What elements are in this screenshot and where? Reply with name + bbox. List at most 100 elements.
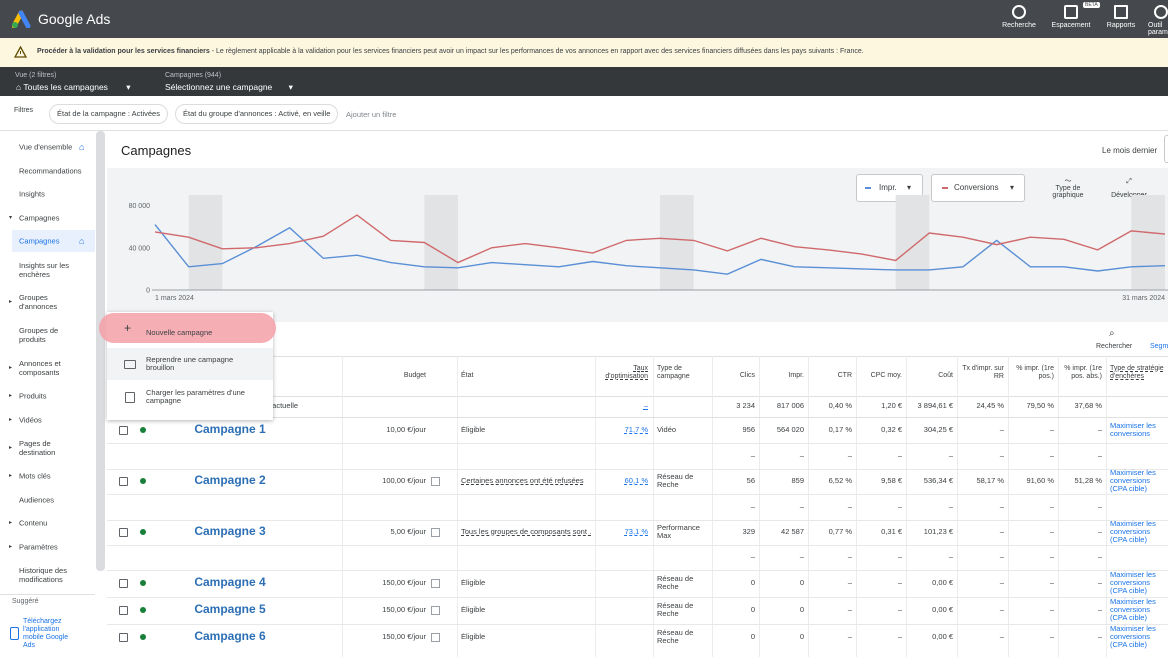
campaign-name[interactable]: Campagne 4 xyxy=(160,574,300,591)
cell: – xyxy=(1097,553,1102,561)
nav-item[interactable]: Groupes de produits xyxy=(19,326,59,344)
nav-item[interactable]: Pages de destination xyxy=(19,439,56,457)
search-label[interactable]: Rechercher xyxy=(1096,343,1133,350)
chart-type-label: Type de graphique xyxy=(1052,185,1084,199)
weekend-band xyxy=(1131,195,1165,290)
row-divider xyxy=(107,544,1168,546)
menu-item[interactable]: Reprendre une campagne brouillon xyxy=(146,355,234,372)
cell: – xyxy=(999,606,1004,614)
nav-item[interactable]: Audiences xyxy=(19,495,55,505)
cell: 0 xyxy=(750,579,755,587)
series-line xyxy=(154,224,1166,275)
campaign-name[interactable]: Campagne 2 xyxy=(160,472,300,489)
checkbox[interactable] xyxy=(119,633,128,642)
summary-label: vue actuelle xyxy=(258,401,299,410)
nav-item[interactable]: Historique des modifications xyxy=(19,566,67,584)
nav-item[interactable]: Vue d'ensemble xyxy=(19,142,73,152)
cell: 817 006 xyxy=(776,402,804,410)
app-link[interactable]: Téléchargez l'application mobile Google … xyxy=(23,618,69,649)
nav-item[interactable]: Vidéos xyxy=(19,415,42,425)
view-selector[interactable]: ⌂ Toutes les campagnes ▾ xyxy=(16,82,131,92)
cell: – xyxy=(1097,606,1102,614)
x-tick-label: 1 mars 2024 xyxy=(155,295,194,302)
chart-type[interactable]: 〜 Type de graphique xyxy=(1052,178,1084,199)
nav-item[interactable]: Recommandations xyxy=(19,166,82,176)
column-header[interactable]: Budget xyxy=(403,372,426,379)
y-tick-label: 80 000 xyxy=(129,203,151,210)
column-header[interactable]: Type de stratégie d'enchères xyxy=(1110,365,1164,380)
tool[interactable]: Rapports xyxy=(1106,22,1136,29)
cell: 71,7 % xyxy=(624,426,648,434)
campaign-name[interactable]: Campagne 6 xyxy=(160,628,300,645)
expand[interactable]: ⤢ Développer xyxy=(1111,178,1147,199)
checkbox[interactable] xyxy=(119,528,128,537)
add-filter[interactable]: Ajouter un filtre xyxy=(346,110,397,119)
nav-item[interactable]: Campagnes xyxy=(19,213,60,223)
checkbox[interactable] xyxy=(119,477,128,486)
cell: – xyxy=(999,579,1004,587)
tool[interactable]: Outil param xyxy=(1148,22,1168,36)
cell: 56 xyxy=(746,477,755,485)
campaign-name[interactable]: Campagne 5 xyxy=(160,601,300,618)
suggested: Suggéré xyxy=(12,598,39,605)
column-header[interactable]: % impr. (1re pos. abs.) xyxy=(1064,365,1102,380)
cell: Maximiser les conversions xyxy=(1110,422,1156,438)
tool[interactable]: Espacement xyxy=(1051,22,1091,29)
column-header[interactable]: État xyxy=(461,372,474,379)
column-header[interactable]: Clics xyxy=(739,372,755,379)
table: ⌕ Rechercher Segm Budget État Taux d'optimisa… xyxy=(107,322,1168,657)
nav-item[interactable]: Groupes d'annonces xyxy=(19,293,58,311)
cell: 58,17 % xyxy=(976,477,1004,485)
cell: 329 xyxy=(742,528,755,536)
menu-item[interactable]: Nouvelle campagne xyxy=(146,328,213,337)
cell: 10,00 €/jour xyxy=(386,426,426,434)
nav-item[interactable]: Paramètres xyxy=(19,542,58,552)
filter-chip[interactable]: État de la campagne : Activées xyxy=(49,104,168,124)
folder-icon xyxy=(124,360,136,369)
nav-item[interactable]: Contenu xyxy=(19,518,48,528)
checkbox[interactable] xyxy=(119,606,128,615)
cell: 91,60 % xyxy=(1026,477,1054,485)
campaign-name[interactable]: Campagne 3 xyxy=(160,523,300,540)
nav-item[interactable]: Campagnes xyxy=(19,236,60,246)
campaign-selector[interactable]: Sélectionnez une campagne ▾ xyxy=(165,82,293,92)
menu-item[interactable]: Charger les paramètres d'une campagne xyxy=(146,388,245,405)
column-header[interactable]: CPC moy. xyxy=(870,372,902,379)
nav-item[interactable]: Insights sur les enchères xyxy=(19,261,70,279)
date-range[interactable]: Le mois dernier xyxy=(1102,146,1158,155)
column-header[interactable]: Coût xyxy=(938,372,953,379)
campaign-name[interactable]: Campagne 1 xyxy=(160,421,300,438)
cell: 3 234 xyxy=(736,402,755,410)
nav-item[interactable]: Produits xyxy=(19,391,47,401)
metric-button[interactable]: Conversions ▾ xyxy=(931,174,1025,202)
cell: – xyxy=(1049,503,1054,511)
column-header[interactable]: CTR xyxy=(837,372,852,379)
column-header[interactable]: Taux d'optimisation xyxy=(605,365,648,380)
cell: – xyxy=(999,452,1004,460)
cell: – xyxy=(948,553,953,561)
nav-item[interactable]: Annonces et composants xyxy=(19,359,61,377)
cell: Maximiser les conversions (CPA cible) xyxy=(1110,625,1156,649)
checkbox[interactable] xyxy=(119,426,128,435)
checkbox[interactable] xyxy=(119,579,128,588)
nav-item[interactable]: Insights xyxy=(19,189,45,199)
column-header[interactable]: Impr. xyxy=(788,372,804,379)
column-header[interactable]: Tx d'impr. sur RR xyxy=(962,365,1004,380)
column-header[interactable]: Type de campagne xyxy=(657,365,690,380)
cell: – xyxy=(643,402,648,410)
cell: 0,00 € xyxy=(932,579,953,587)
nav-item[interactable]: Mots clés xyxy=(19,471,51,481)
cell: 150,00 €/jour xyxy=(382,606,426,614)
cell: – xyxy=(1049,606,1054,614)
tool[interactable]: Recherche xyxy=(1002,22,1036,29)
column-header[interactable]: % impr. (1re pos.) xyxy=(1016,365,1054,380)
search-icon: ⌕ xyxy=(1109,328,1115,339)
cell: 150,00 €/jour xyxy=(382,579,426,587)
segment-label[interactable]: Segm xyxy=(1150,343,1168,350)
cell: Éligible xyxy=(461,579,486,587)
budget-icon xyxy=(431,606,440,615)
arrow: ▸ xyxy=(9,445,13,451)
cell: 42 587 xyxy=(781,528,804,536)
filter-chip[interactable]: État du groupe d'annonces : Activé, en v… xyxy=(175,104,339,124)
